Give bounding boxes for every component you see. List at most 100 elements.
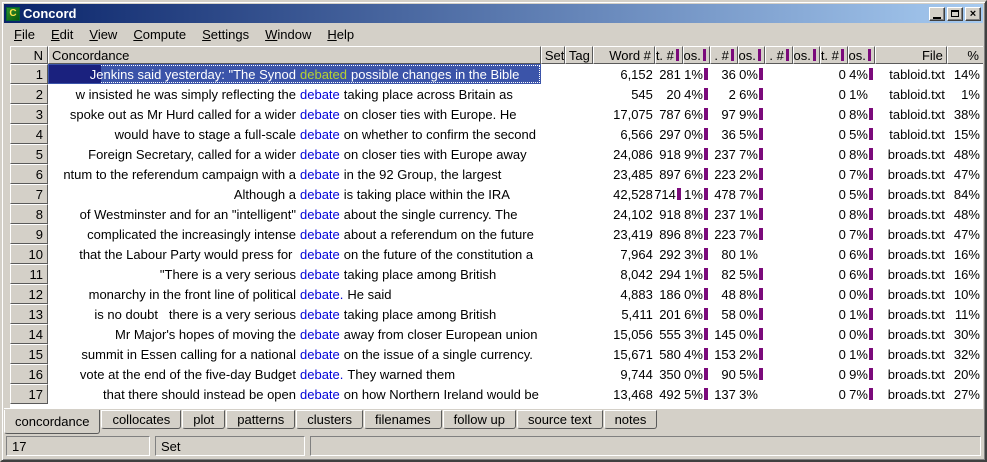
concordance-row[interactable]: 11 "There is a very serious debate taking … bbox=[10, 264, 983, 284]
concordance-row[interactable]: 5 Foreign Secretary, called for a wider d… bbox=[10, 144, 983, 164]
row-number-cell[interactable]: 11 bbox=[10, 264, 48, 284]
row-number-cell[interactable]: 1 bbox=[10, 64, 48, 84]
concordance-cell[interactable]: ntum to the referendum campaign with a de… bbox=[48, 164, 541, 184]
concordance-row[interactable]: 9 complicated the increasingly intense de… bbox=[10, 224, 983, 244]
position-bar-icon bbox=[703, 288, 708, 300]
row-number-cell[interactable]: 12 bbox=[10, 284, 48, 304]
tag-cell bbox=[565, 304, 593, 324]
maximize-button[interactable] bbox=[947, 6, 963, 21]
column-header-sentence-number[interactable]: t. # bbox=[654, 46, 683, 64]
tab-notes[interactable]: notes bbox=[603, 410, 658, 429]
concordance-row[interactable]: 2 w insisted he was simply reflecting th… bbox=[10, 84, 983, 104]
section-number-cell: 0 bbox=[838, 186, 846, 202]
concordance-row[interactable]: 15 summit in Essen calling for a nationa… bbox=[10, 344, 983, 364]
concordance-row[interactable]: 10 that the Labour Party would press for… bbox=[10, 244, 983, 264]
concordance-row[interactable]: 13 is no doubt there is a very serious de… bbox=[10, 304, 983, 324]
menu-item-file[interactable]: File bbox=[14, 27, 35, 42]
menubar: File Edit View Compute Settings Window Help bbox=[4, 23, 983, 46]
concordance-cell[interactable]: Mr Major's hopes of moving the debate away… bbox=[48, 324, 541, 344]
tab-follow-up[interactable]: follow up bbox=[442, 410, 516, 429]
column-header-n[interactable]: N bbox=[10, 46, 48, 64]
context-after-text: on closer ties with Europe away bbox=[343, 146, 527, 162]
row-number-cell[interactable]: 5 bbox=[10, 144, 48, 164]
concordance-cell[interactable]: Foreign Secretary, called for a wider deb… bbox=[48, 144, 541, 164]
column-header-paragraph-position[interactable]: os. bbox=[737, 46, 765, 64]
menu-item-compute[interactable]: Compute bbox=[133, 27, 187, 42]
row-number-cell[interactable]: 8 bbox=[10, 204, 48, 224]
row-number-cell[interactable]: 15 bbox=[10, 344, 48, 364]
close-button[interactable]: × bbox=[965, 6, 981, 21]
menu-item-window[interactable]: Window bbox=[265, 27, 312, 42]
file-cell: broads.txt bbox=[887, 286, 945, 302]
concordance-cell[interactable]: monarchy in the front line of political d… bbox=[48, 284, 541, 304]
concordance-cell[interactable]: is no doubt there is a very serious debat… bbox=[48, 304, 541, 324]
column-header-concordance[interactable]: Concordance bbox=[48, 46, 541, 64]
menu-item-edit[interactable]: Edit bbox=[50, 27, 74, 42]
concordance-cell[interactable]: Although a debate is taking place within t… bbox=[48, 184, 541, 204]
row-number-cell[interactable]: 14 bbox=[10, 324, 48, 344]
column-header-file[interactable]: File bbox=[874, 46, 947, 64]
concordance-row[interactable]: 12 monarchy in the front line of politic… bbox=[10, 284, 983, 304]
concordance-row[interactable]: 3 spoke out as Mr Hurd called for a wide… bbox=[10, 104, 983, 124]
position-bar-icon bbox=[703, 328, 708, 340]
section-number-cell: 0 bbox=[838, 326, 846, 342]
tab-concordance[interactable]: concordance bbox=[4, 410, 101, 434]
menu-item-settings[interactable]: Settings bbox=[202, 27, 250, 42]
heading-position-cell bbox=[793, 284, 820, 304]
tab-collocates[interactable]: collocates bbox=[101, 410, 182, 429]
row-number-cell[interactable]: 16 bbox=[10, 364, 48, 384]
row-number-cell[interactable]: 10 bbox=[10, 244, 48, 264]
row-number-cell[interactable]: 2 bbox=[10, 84, 48, 104]
menu-item-help[interactable]: Help bbox=[327, 27, 355, 42]
column-header-word-number[interactable]: Word # bbox=[592, 46, 655, 64]
column-header-heading-number[interactable]: . # bbox=[764, 46, 793, 64]
section-position-cell: 7% bbox=[848, 384, 875, 404]
position-bar-icon bbox=[868, 328, 873, 340]
row-number-cell[interactable]: 13 bbox=[10, 304, 48, 324]
tab-source-text[interactable]: source text bbox=[516, 410, 603, 429]
minimize-button[interactable] bbox=[929, 6, 945, 21]
titlebar[interactable]: C Concord × bbox=[4, 4, 983, 23]
column-header-set[interactable]: Set bbox=[540, 46, 565, 64]
concordance-cell[interactable]: vote at the end of the five-day Budget de… bbox=[48, 364, 541, 384]
concordance-cell[interactable]: Jenkins said yesterday: "The Synod debate… bbox=[48, 64, 541, 84]
column-header-tag[interactable]: Tag bbox=[564, 46, 593, 64]
row-number-cell[interactable]: 9 bbox=[10, 224, 48, 244]
concordance-row[interactable]: 8 of Westminster and for an "intelligent… bbox=[10, 204, 983, 224]
concordance-cell[interactable]: that there should instead be open debate o… bbox=[48, 384, 541, 404]
column-header-heading-position[interactable]: os. bbox=[792, 46, 820, 64]
concordance-cell[interactable]: spoke out as Mr Hurd called for a wider d… bbox=[48, 104, 541, 124]
menu-item-view[interactable]: View bbox=[89, 27, 118, 42]
concordance-cell[interactable]: complicated the increasingly intense deba… bbox=[48, 224, 541, 244]
row-number-cell[interactable]: 17 bbox=[10, 384, 48, 404]
row-number-cell[interactable]: 4 bbox=[10, 124, 48, 144]
column-header-percent[interactable]: % bbox=[946, 46, 983, 64]
concordance-row[interactable]: 6 ntum to the referendum campaign with a… bbox=[10, 164, 983, 184]
concordance-row[interactable]: 1 Jenkins said yesterday: "The Synod deba… bbox=[10, 64, 983, 84]
concordance-cell[interactable]: that the Labour Party would press for de… bbox=[48, 244, 541, 264]
concordance-row[interactable]: 17 that there should instead be open deba… bbox=[10, 384, 983, 404]
sentence-number-cell: 350 bbox=[659, 366, 681, 382]
row-number-cell[interactable]: 7 bbox=[10, 184, 48, 204]
concordance-cell[interactable]: summit in Essen calling for a national de… bbox=[48, 344, 541, 364]
column-header-section-number[interactable]: t. # bbox=[819, 46, 848, 64]
tab-filenames[interactable]: filenames bbox=[364, 410, 442, 429]
tab-clusters[interactable]: clusters bbox=[296, 410, 364, 429]
tab-plot[interactable]: plot bbox=[182, 410, 226, 429]
concordance-cell[interactable]: "There is a very serious debate taking pla… bbox=[48, 264, 541, 284]
concordance-row[interactable]: 7 Although a debate is taking place within… bbox=[10, 184, 983, 204]
concordance-cell[interactable]: w insisted he was simply reflecting the d… bbox=[48, 84, 541, 104]
concordance-row[interactable]: 14 Mr Major's hopes of moving the debate a… bbox=[10, 324, 983, 344]
concordance-cell[interactable]: of Westminster and for an "intelligent" d… bbox=[48, 204, 541, 224]
row-number-cell[interactable]: 6 bbox=[10, 164, 48, 184]
column-header-sentence-position[interactable]: os. bbox=[682, 46, 710, 64]
concordance-row[interactable]: 4 would have to stage a full-scale debate… bbox=[10, 124, 983, 144]
column-header-paragraph-number[interactable]: . # bbox=[709, 46, 738, 64]
keyword-text: debate bbox=[300, 106, 340, 122]
row-number-cell[interactable]: 3 bbox=[10, 104, 48, 124]
concordance-row[interactable]: 16 vote at the end of the five-day Budge… bbox=[10, 364, 983, 384]
percent-cell: 47% bbox=[953, 166, 980, 182]
concordance-cell[interactable]: would have to stage a full-scale debate on… bbox=[48, 124, 541, 144]
column-header-section-position[interactable]: os. bbox=[847, 46, 875, 64]
tab-patterns[interactable]: patterns bbox=[226, 410, 296, 429]
